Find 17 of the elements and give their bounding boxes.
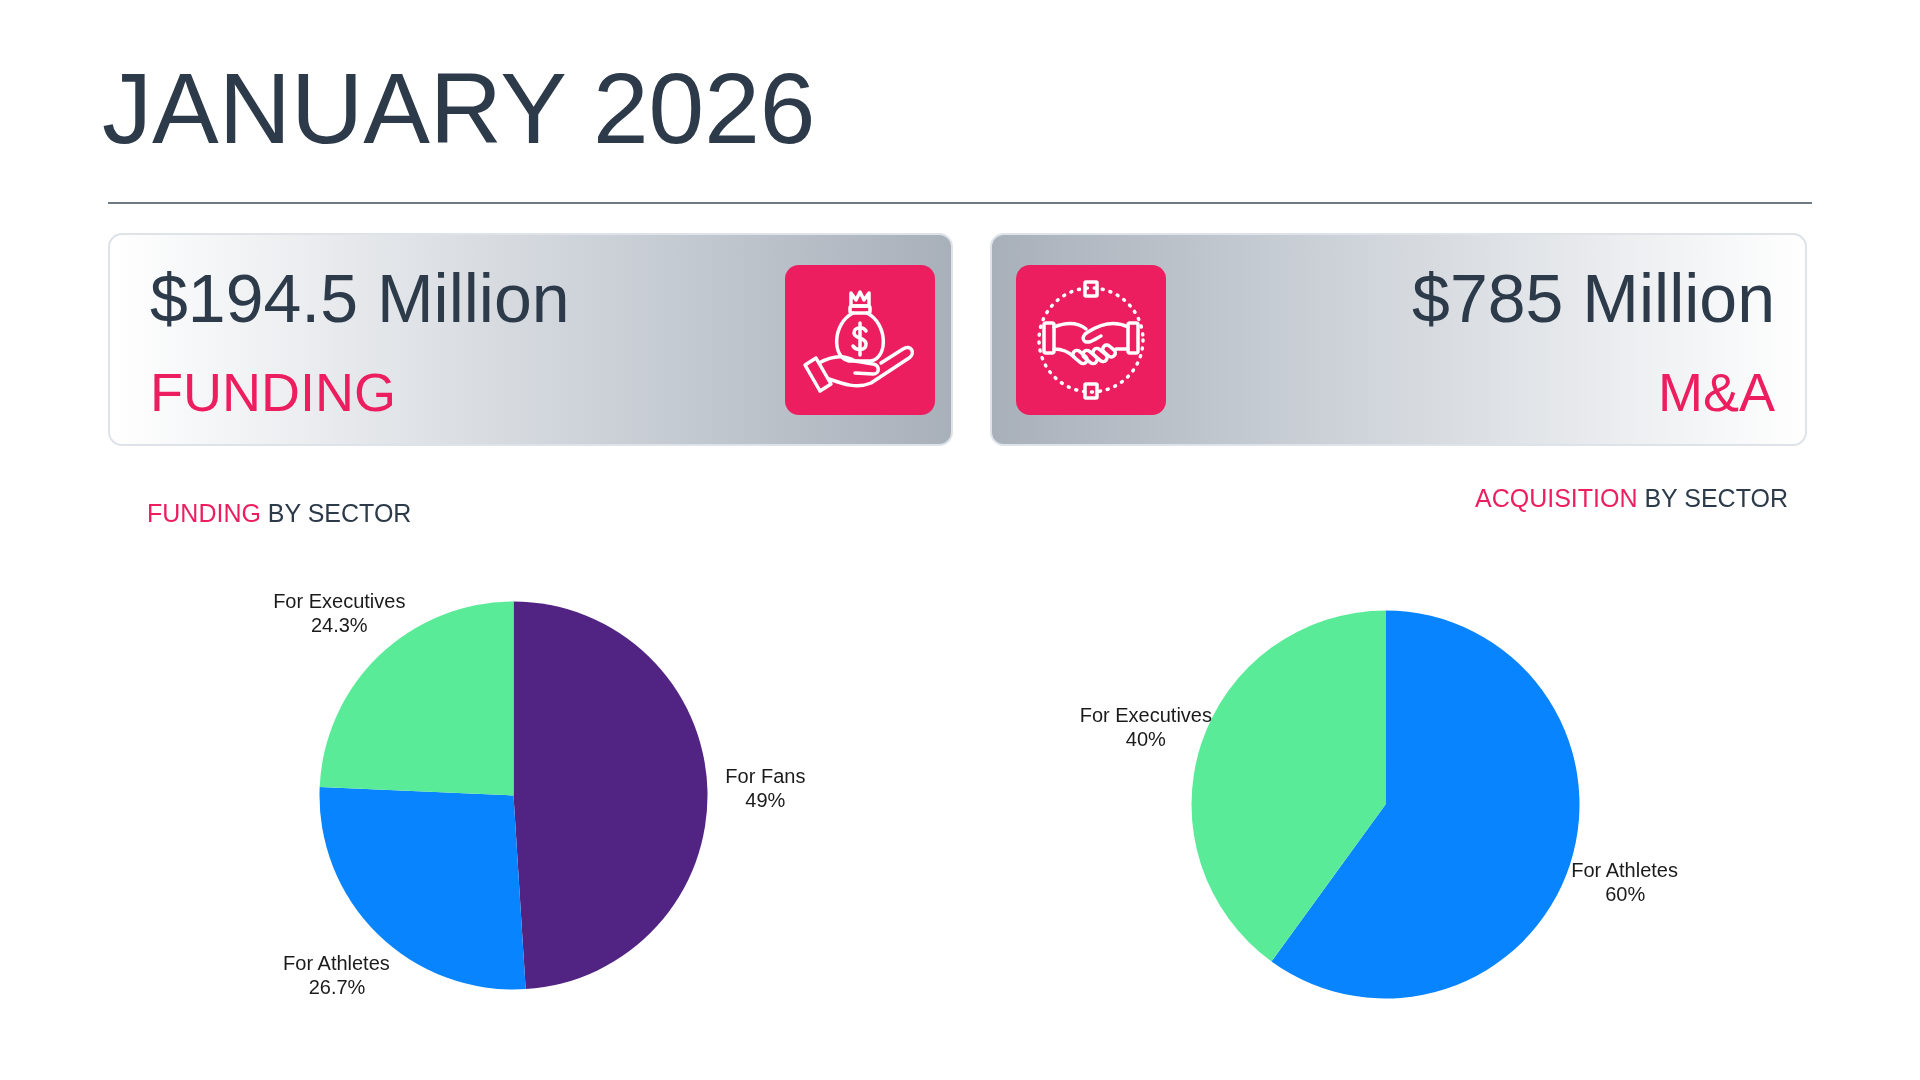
slice-label: For Athletes [283, 952, 390, 975]
text: $194.5 Million [150, 259, 570, 338]
chart-title: ACQUISITION BY SECTOR [1474, 483, 1788, 513]
slice-label: For Executives [1079, 703, 1212, 726]
data-label: 26.7% [308, 976, 366, 999]
data-label: 60% [1605, 883, 1646, 906]
text: $785 Million [1412, 259, 1775, 338]
chart-title: FUNDING BY SECTOR [147, 498, 412, 528]
text: JANUARY 2026 [102, 51, 816, 166]
slice-label: For Fans [725, 764, 806, 787]
slice-label: For Athletes [1571, 859, 1678, 882]
text: M&A [1657, 361, 1775, 424]
text: FUNDING [150, 361, 396, 424]
slice-label: For Executives [273, 590, 406, 613]
data-label: 40% [1125, 727, 1167, 750]
data-label: 49% [745, 788, 786, 811]
data-label: 24.3% [310, 614, 368, 637]
